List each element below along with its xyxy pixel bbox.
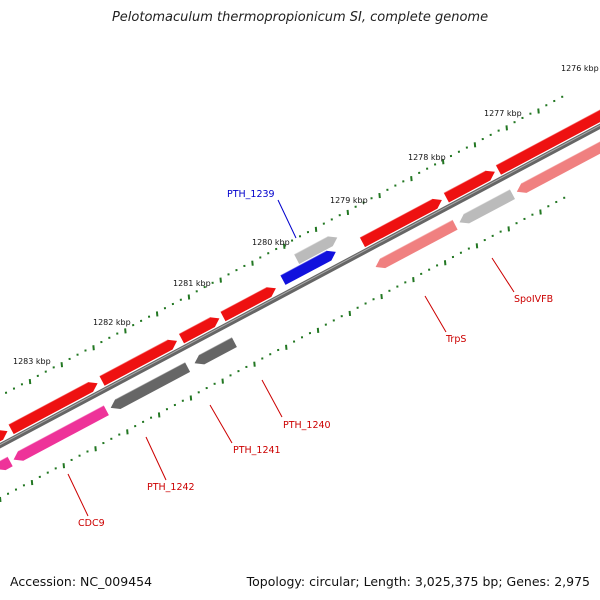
gene-trps-outer-shine	[359, 198, 433, 238]
gene-left-red-2	[99, 339, 177, 386]
feature-track	[0, 108, 600, 471]
kbp-label-1278: 1278 kbp	[408, 153, 446, 162]
kbp-labels: 1276 kbp 1277 kbp 1278 kbp 1279 kbp 1280…	[13, 64, 599, 366]
gene-pth1239-inner-shine	[280, 250, 327, 276]
gene-labels: PTH_1239 TrpS SpoIVFB PTH_1240 PTH_1241 …	[78, 189, 553, 529]
gene-label-spoivfb: SpoIVFB	[514, 294, 553, 305]
gene-right-pink-shine	[521, 140, 600, 184]
gene-label-pth1240: PTH_1240	[283, 420, 331, 431]
genome-summary: Topology: circular; Length: 3,025,375 bp…	[246, 574, 590, 589]
gene-cdc9	[13, 405, 109, 461]
outer-tick-track	[4, 95, 564, 394]
callout-line-pth1239	[277, 199, 297, 239]
callout-line-pth1240	[261, 379, 283, 418]
callout-line-pth1241	[209, 404, 233, 444]
gene-pth1241	[194, 337, 237, 365]
gene-edge-red	[0, 430, 8, 442]
gene-right-pink	[516, 141, 600, 193]
gene-spoivfb-outer-a-shine	[443, 170, 486, 194]
gene-trps-inner-shine	[379, 219, 453, 259]
gene-pth1240-outer-a	[178, 317, 220, 344]
gene-pth1240-outer-b	[220, 287, 276, 322]
gene-pth1240-outer-b-shine	[220, 286, 267, 313]
kbp-label-1280: 1280 kbp	[252, 238, 290, 247]
gene-label-pth1239: PTH_1239	[227, 189, 275, 200]
gene-edge-pink-shine	[0, 456, 8, 461]
kbp-label-1281: 1281 kbp	[173, 279, 211, 288]
gene-trps-outer	[359, 198, 442, 248]
gene-pth1239-outer	[294, 236, 338, 264]
backbone-highlight	[0, 124, 600, 446]
callout-line-cdc9	[67, 473, 89, 517]
map-title: Pelotomaculum thermopropionicum SI, comp…	[111, 10, 489, 25]
gene-callouts	[67, 199, 515, 517]
gene-edge-pink	[0, 456, 13, 471]
gene-pth1242	[110, 362, 191, 409]
gene-spoivfb-outer-a	[443, 170, 495, 203]
gene-spoivfb-inner-shine	[463, 188, 511, 215]
gene-trps-inner	[375, 219, 458, 269]
callout-line-trps	[424, 295, 447, 333]
accession-text: Accession: NC_009454	[10, 574, 153, 589]
gene-pth1239-inner	[280, 250, 336, 285]
gene-cdc9-shine	[17, 404, 104, 452]
gene-pth1241-shine	[198, 336, 233, 356]
gene-pth1240-outer-a-shine	[178, 316, 211, 335]
kbp-label-1283: 1283 kbp	[13, 357, 51, 366]
kbp-label-1282: 1282 kbp	[93, 318, 131, 327]
gene-label-pth1241: PTH_1241	[233, 445, 281, 456]
backbone-line	[0, 123, 600, 449]
gene-spoivfb-inner	[459, 189, 515, 224]
kbp-label-1279: 1279 kbp	[330, 196, 368, 205]
gene-left-red-2-shine	[99, 339, 168, 377]
gene-label-trps: TrpS	[445, 334, 466, 345]
gene-left-red-1-shine	[8, 381, 89, 425]
gene-label-cdc9: CDC9	[78, 518, 105, 529]
gene-spoivfb-outer-b	[495, 109, 600, 175]
kbp-label-1277: 1277 kbp	[484, 109, 522, 118]
gene-pth1242-shine	[114, 361, 186, 400]
gene-pth1239-outer-shine	[293, 235, 328, 255]
backbone	[0, 123, 600, 449]
kbp-label-1276: 1276 kbp	[561, 64, 599, 73]
callout-line-spoivfb	[491, 257, 515, 293]
gene-spoivfb-outer-b-shine	[495, 108, 600, 166]
gene-label-pth1242: PTH_1242	[147, 482, 195, 493]
callout-line-pth1242	[145, 436, 167, 481]
gene-left-red-1	[8, 382, 98, 435]
inner-tick-track	[0, 196, 566, 503]
